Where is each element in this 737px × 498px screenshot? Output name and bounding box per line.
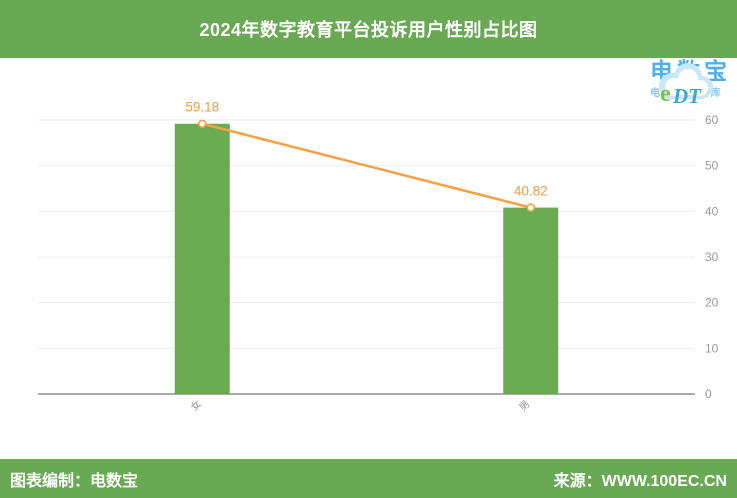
header-bar: 2024年数字教育平台投诉用户性别占比图 <box>0 0 737 58</box>
page-title: 2024年数字教育平台投诉用户性别占比图 <box>199 20 538 40</box>
svg-text:DT: DT <box>672 84 702 108</box>
y-tick-label: 30 <box>705 250 719 264</box>
cloud-logo-icon: e DT <box>659 63 713 108</box>
y-tick-label: 60 <box>705 113 719 127</box>
trend-line <box>201 122 532 209</box>
y-tick-label: 40 <box>705 204 719 218</box>
x-tick-label: 男 <box>517 398 533 414</box>
y-tick-label: 20 <box>705 296 719 310</box>
footer-credit: 图表编制：电数宝 <box>10 472 139 490</box>
y-tick-label: 50 <box>705 159 719 173</box>
footer-bar: 图表编制：电数宝 来源：WWW.100EC.CN <box>0 459 737 498</box>
svg-text:e: e <box>660 81 671 107</box>
x-tick-label: 女 <box>188 397 204 413</box>
y-tick-label: 0 <box>705 387 712 401</box>
bar <box>174 123 230 395</box>
data-label: 59.18 <box>185 100 219 115</box>
edt-logo: e DT 电数宝 电商大%据库 <box>650 60 731 109</box>
footer-source: 来源：WWW.100EC.CN <box>553 472 727 490</box>
bar-line-chart: 0 10 20 30 40 50 60 59.18 40.82 女 男 <box>38 100 719 414</box>
y-tick-label: 10 <box>705 341 719 355</box>
bar <box>503 207 559 394</box>
data-label: 40.82 <box>514 184 548 199</box>
data-point-marker <box>197 119 207 129</box>
data-point-marker <box>526 203 536 212</box>
